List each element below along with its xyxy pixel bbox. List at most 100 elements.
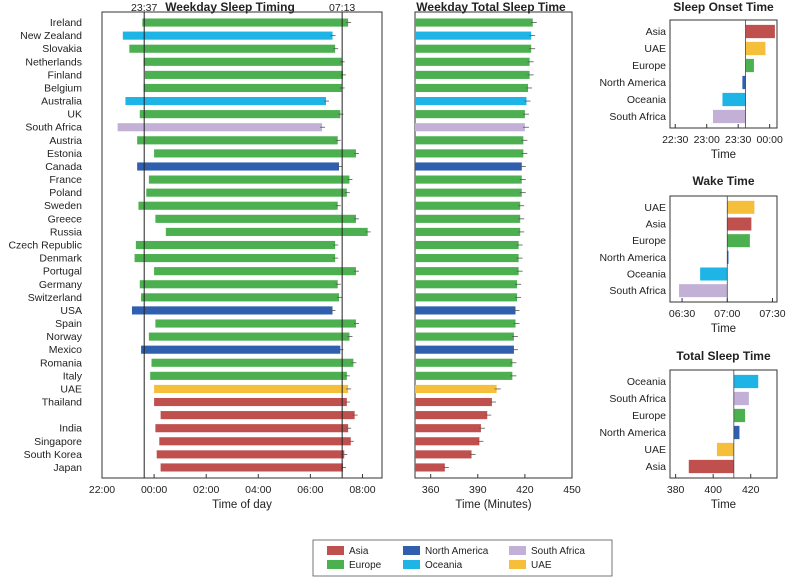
timing-row-label-4: Finland xyxy=(48,69,83,81)
onset-bar-label-2: Europe xyxy=(632,60,666,72)
total-sleep-bar-22 xyxy=(415,306,516,315)
total-sleep-bar-8 xyxy=(415,123,525,132)
legend-label-5: UAE xyxy=(531,560,552,571)
total-sleep-bar-32 xyxy=(415,437,480,446)
onset-bar-2 xyxy=(745,58,754,73)
onset-bar-label-0: Asia xyxy=(646,26,667,38)
tst-bar-label-2: Europe xyxy=(632,410,666,422)
total-sleep-bar-12 xyxy=(415,175,522,184)
timing-row-label-8: South Africa xyxy=(25,122,82,134)
timing-bar-24 xyxy=(148,332,350,341)
wake-bar-5 xyxy=(679,284,728,298)
total-sleep-tick-label-3: 450 xyxy=(563,484,581,496)
timing-row-label-10: Estonia xyxy=(47,148,82,160)
total-sleep-bar-1 xyxy=(415,31,532,40)
timing-tick-label-5: 08:00 xyxy=(349,484,375,496)
timing-bar-6 xyxy=(125,97,326,106)
tst-title: Total Sleep Time xyxy=(676,349,771,363)
total-sleep-bar-15 xyxy=(415,214,521,223)
wake-x-axis-label: Time xyxy=(711,323,736,335)
timing-row-label-24: Norway xyxy=(46,331,82,343)
tst-bar-3 xyxy=(733,425,740,440)
timing-row-label-20: Germany xyxy=(39,279,83,291)
onset-bar-label-4: Oceania xyxy=(627,94,666,106)
tst-x-axis-label: Time xyxy=(711,499,736,511)
timing-bar-11 xyxy=(137,162,340,171)
timing-bar-28 xyxy=(154,384,349,393)
total-sleep-bar-19 xyxy=(415,267,519,276)
timing-row-label-33: South Korea xyxy=(24,449,83,461)
timing-row-label-22: USA xyxy=(60,305,82,317)
timing-row-label-0: Ireland xyxy=(50,17,82,29)
timing-bar-31 xyxy=(155,424,349,433)
total-sleep-tick-label-1: 390 xyxy=(469,484,487,496)
total-sleep-bar-14 xyxy=(415,201,521,210)
timing-row-label-6: Australia xyxy=(41,96,82,108)
timing-bar-23 xyxy=(155,319,356,328)
timing-row-label-26: Romania xyxy=(40,357,82,369)
wake-bar-label-4: Oceania xyxy=(627,269,666,281)
total-sleep-bar-33 xyxy=(415,450,472,459)
timing-bar-15 xyxy=(155,214,356,223)
onset-plot-frame xyxy=(669,19,778,129)
total-sleep-bar-31 xyxy=(415,424,481,433)
legend-swatch-1 xyxy=(327,560,344,569)
total-sleep-bar-5 xyxy=(415,83,529,93)
onset-bar-label-5: South Africa xyxy=(609,111,666,123)
timing-x-axis-label: Time of day xyxy=(212,499,272,511)
total-sleep-bar-6 xyxy=(415,97,527,106)
timing-bar-18 xyxy=(134,254,336,263)
timing-title: Weekday Sleep Timing xyxy=(165,0,295,14)
onset-bar-4 xyxy=(722,92,746,107)
timing-bar-13 xyxy=(146,188,347,197)
timing-bar-8 xyxy=(117,123,323,132)
total-sleep-x-axis-label: Time (Minutes) xyxy=(455,499,531,511)
timing-row-label-14: Sweden xyxy=(44,200,82,212)
total-sleep-bar-2 xyxy=(415,44,532,53)
total-sleep-bar-10 xyxy=(415,149,524,158)
tst-bar-0 xyxy=(733,374,759,389)
total-sleep-tick-label-2: 420 xyxy=(516,484,534,496)
timing-row-label-9: Austria xyxy=(49,135,82,147)
timing-row-label-18: Denmark xyxy=(39,253,82,265)
timing-plot-frame xyxy=(101,11,383,479)
tst-bar-5 xyxy=(688,459,734,474)
onset-tick-label-0: 22:30 xyxy=(662,134,688,146)
onset-tick-label-2: 23:30 xyxy=(725,134,751,146)
timing-row-label-1: New Zealand xyxy=(20,30,82,42)
onset-bar-1 xyxy=(745,41,766,56)
onset-bar-0 xyxy=(745,24,775,39)
total-sleep-bar-25 xyxy=(415,345,514,354)
timing-bar-10 xyxy=(154,149,356,158)
wake-tick-label-0: 06:30 xyxy=(669,308,695,320)
total-sleep-bar-24 xyxy=(415,332,514,341)
timing-row-label-27: Italy xyxy=(63,370,83,382)
onset-bar-3 xyxy=(742,75,746,90)
timing-bar-26 xyxy=(151,358,354,367)
timing-row-label-23: Spain xyxy=(55,318,82,330)
total-sleep-bar-27 xyxy=(415,371,513,380)
tst-plot-frame xyxy=(669,369,778,479)
onset-bar-label-3: North America xyxy=(599,77,666,89)
timing-bar-9 xyxy=(137,136,338,145)
total-sleep-title: Weekday Total Sleep Time xyxy=(416,0,566,14)
total-sleep-bar-23 xyxy=(415,319,516,328)
timing-bar-12 xyxy=(148,175,350,184)
timing-row-label-25: Mexico xyxy=(49,344,82,356)
timing-row-label-19: Portugal xyxy=(43,266,82,278)
onset-tick-label-1: 23:00 xyxy=(694,134,720,146)
timing-row-label-11: Canada xyxy=(45,161,82,173)
total-sleep-bar-28 xyxy=(415,384,497,393)
timing-bar-2 xyxy=(129,44,336,53)
timing-bar-34 xyxy=(160,463,343,472)
total-sleep-bar-20 xyxy=(415,280,518,289)
timing-bar-27 xyxy=(150,371,347,380)
timing-row-label-21: Switzerland xyxy=(28,292,82,304)
total-sleep-bar-4 xyxy=(415,70,530,79)
wake-bar-0 xyxy=(727,200,755,214)
timing-bar-20 xyxy=(139,280,338,289)
timing-row-label-17: Czech Republic xyxy=(8,240,82,252)
timing-row-label-31: India xyxy=(59,423,82,435)
timing-row-label-7: UK xyxy=(67,109,82,121)
